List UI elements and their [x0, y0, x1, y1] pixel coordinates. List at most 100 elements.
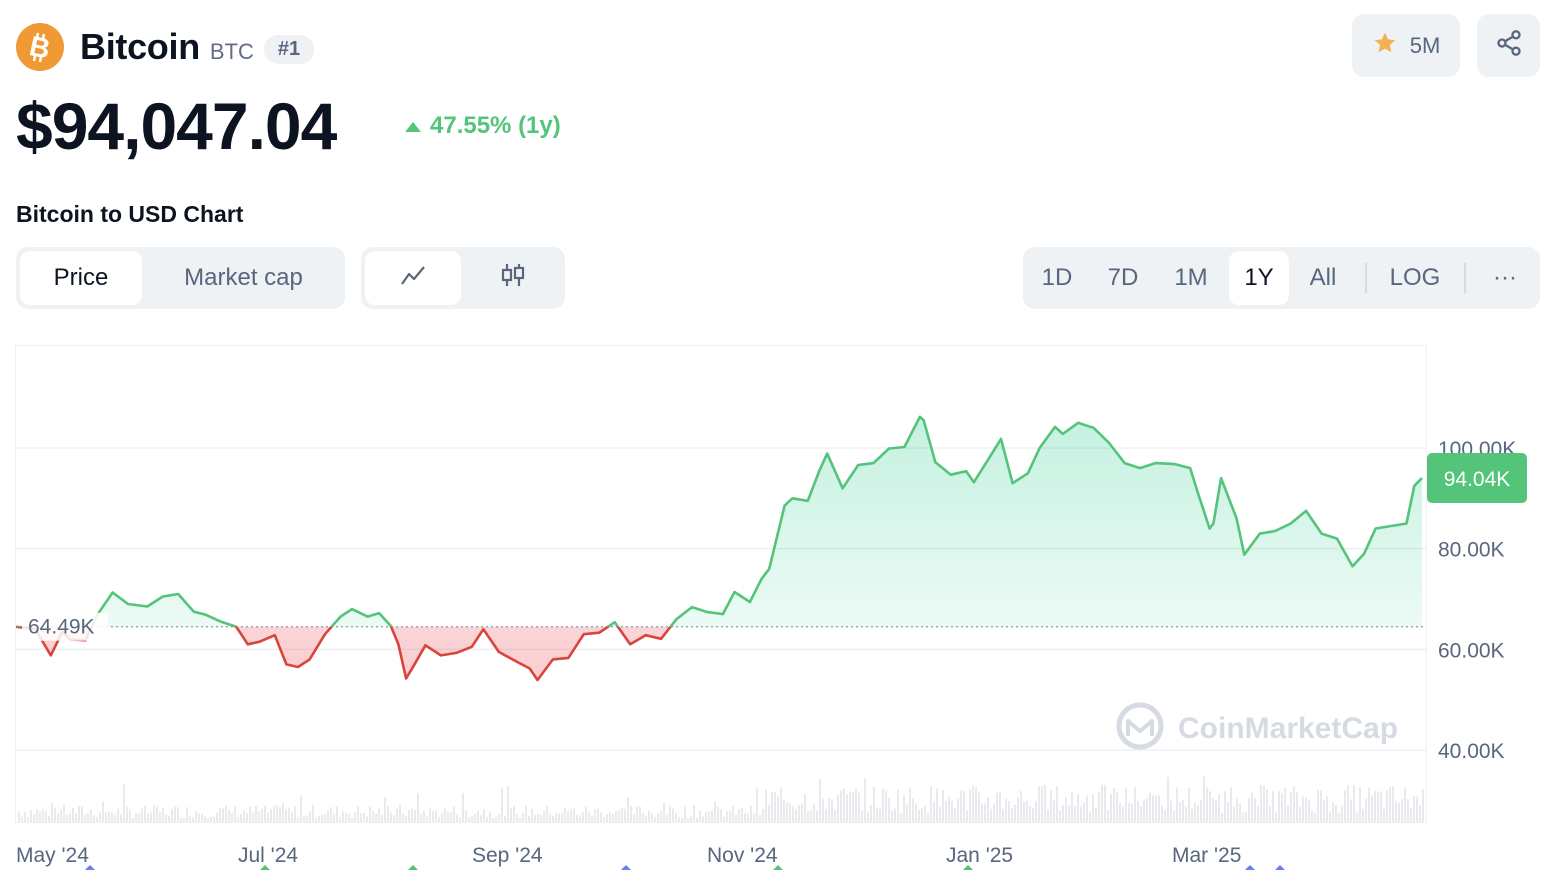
- volume-bar: [348, 813, 350, 822]
- volume-bar: [876, 807, 878, 822]
- volume-bar: [417, 793, 419, 822]
- watchlist-button[interactable]: 5M: [1352, 14, 1460, 77]
- data-point: [888, 448, 890, 450]
- range-1d[interactable]: 1D: [1041, 264, 1073, 291]
- data-point: [1093, 427, 1095, 429]
- event-marker-icon[interactable]: [963, 865, 973, 870]
- volume-bar: [624, 808, 626, 822]
- volume-bar: [525, 805, 527, 822]
- volume-bar: [1389, 787, 1391, 822]
- volume-bar: [1368, 788, 1370, 822]
- volume-bar: [915, 803, 917, 822]
- volume-bar: [69, 813, 71, 822]
- volume-bar: [627, 796, 629, 822]
- range-7d[interactable]: 7D: [1107, 264, 1139, 291]
- volume-bar: [945, 801, 947, 822]
- event-marker-icon[interactable]: [85, 865, 95, 870]
- coin-name: Bitcoin: [80, 26, 200, 67]
- candlestick-button[interactable]: [465, 251, 561, 305]
- data-point: [390, 625, 392, 627]
- data-point: [1000, 438, 1002, 440]
- volume-bar: [975, 786, 977, 822]
- current-price-label: 94.04K: [1427, 452, 1527, 503]
- volume-bar: [750, 805, 752, 822]
- volume-bar: [657, 813, 659, 822]
- data-point: [397, 643, 399, 645]
- tab-market-cap[interactable]: Market cap: [184, 264, 303, 291]
- volume-bar: [870, 805, 872, 822]
- event-marker-icon[interactable]: [773, 865, 783, 870]
- volume-bar: [426, 816, 428, 822]
- volume-bar: [198, 813, 200, 822]
- volume-bar: [903, 795, 905, 822]
- volume-bar: [702, 816, 704, 822]
- volume-bar: [1032, 808, 1034, 822]
- volume-bar: [1272, 791, 1274, 822]
- volume-bar: [195, 811, 197, 822]
- log-toggle[interactable]: LOG: [1389, 264, 1441, 291]
- volume-bar: [480, 815, 482, 822]
- event-marker-icon[interactable]: [408, 865, 418, 870]
- volume-bar: [780, 787, 782, 822]
- volume-bar: [606, 814, 608, 822]
- volume-bar: [984, 803, 986, 822]
- volume-bar: [858, 792, 860, 822]
- volume-bar: [486, 816, 488, 822]
- volume-bar: [1065, 797, 1067, 822]
- volume-bar: [483, 809, 485, 822]
- current-price: $94,047.04: [16, 89, 337, 163]
- volume-bar: [570, 809, 572, 822]
- volume-bar: [1182, 800, 1184, 822]
- data-point: [857, 464, 859, 466]
- volume-bar: [765, 789, 767, 822]
- volume-bar: [99, 812, 101, 822]
- volume-bar: [1185, 806, 1187, 822]
- volume-bar: [54, 807, 56, 822]
- event-marker-icon[interactable]: [1245, 865, 1255, 870]
- volume-bar: [576, 814, 578, 822]
- x-tick-label: Nov '24: [707, 844, 778, 867]
- volume-bar: [729, 810, 731, 822]
- volume-bar: [999, 792, 1001, 822]
- volume-bar: [1104, 785, 1106, 822]
- volume-bar: [561, 812, 563, 822]
- volume-bar: [1167, 777, 1169, 822]
- volume-bar: [75, 813, 77, 822]
- tab-price[interactable]: Price: [20, 251, 142, 305]
- volume-bar: [693, 805, 695, 822]
- range-1m[interactable]: 1M: [1174, 264, 1208, 291]
- coin-symbol: BTC: [209, 39, 254, 64]
- range-1y[interactable]: 1Y: [1229, 251, 1289, 305]
- volume-bar: [747, 813, 749, 822]
- volume-bar: [144, 805, 146, 822]
- data-point: [1155, 462, 1157, 464]
- volume-bar: [1350, 799, 1352, 822]
- range-all[interactable]: All: [1309, 264, 1337, 291]
- volume-bar: [489, 811, 491, 822]
- volume-bar: [837, 794, 839, 822]
- event-marker-icon[interactable]: [1275, 865, 1285, 870]
- volume-bar: [1131, 803, 1133, 822]
- data-point: [424, 644, 426, 646]
- data-point: [1209, 528, 1211, 530]
- volume-bar: [918, 809, 920, 822]
- share-button[interactable]: [1477, 14, 1540, 77]
- volume-bar: [1377, 792, 1379, 822]
- volume-bar: [1338, 812, 1340, 822]
- data-point: [629, 643, 631, 645]
- volume-bar: [240, 814, 242, 822]
- volume-bar: [192, 817, 194, 822]
- more-options-button[interactable]: ···: [1493, 264, 1517, 291]
- event-marker-icon[interactable]: [260, 865, 270, 870]
- line-chart-button[interactable]: [365, 251, 461, 305]
- volume-bar: [1128, 803, 1130, 822]
- volume-bar: [72, 807, 74, 822]
- volume-bar: [1011, 807, 1013, 822]
- volume-bar: [960, 790, 962, 822]
- volume-bar: [273, 806, 275, 822]
- event-marker-icon[interactable]: [621, 865, 631, 870]
- volume-bar: [237, 817, 239, 822]
- volume-bar: [366, 816, 368, 822]
- watchlist-count: 5M: [1409, 32, 1441, 58]
